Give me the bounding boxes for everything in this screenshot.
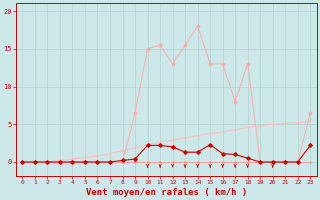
X-axis label: Vent moyen/en rafales ( km/h ): Vent moyen/en rafales ( km/h )	[86, 188, 247, 197]
